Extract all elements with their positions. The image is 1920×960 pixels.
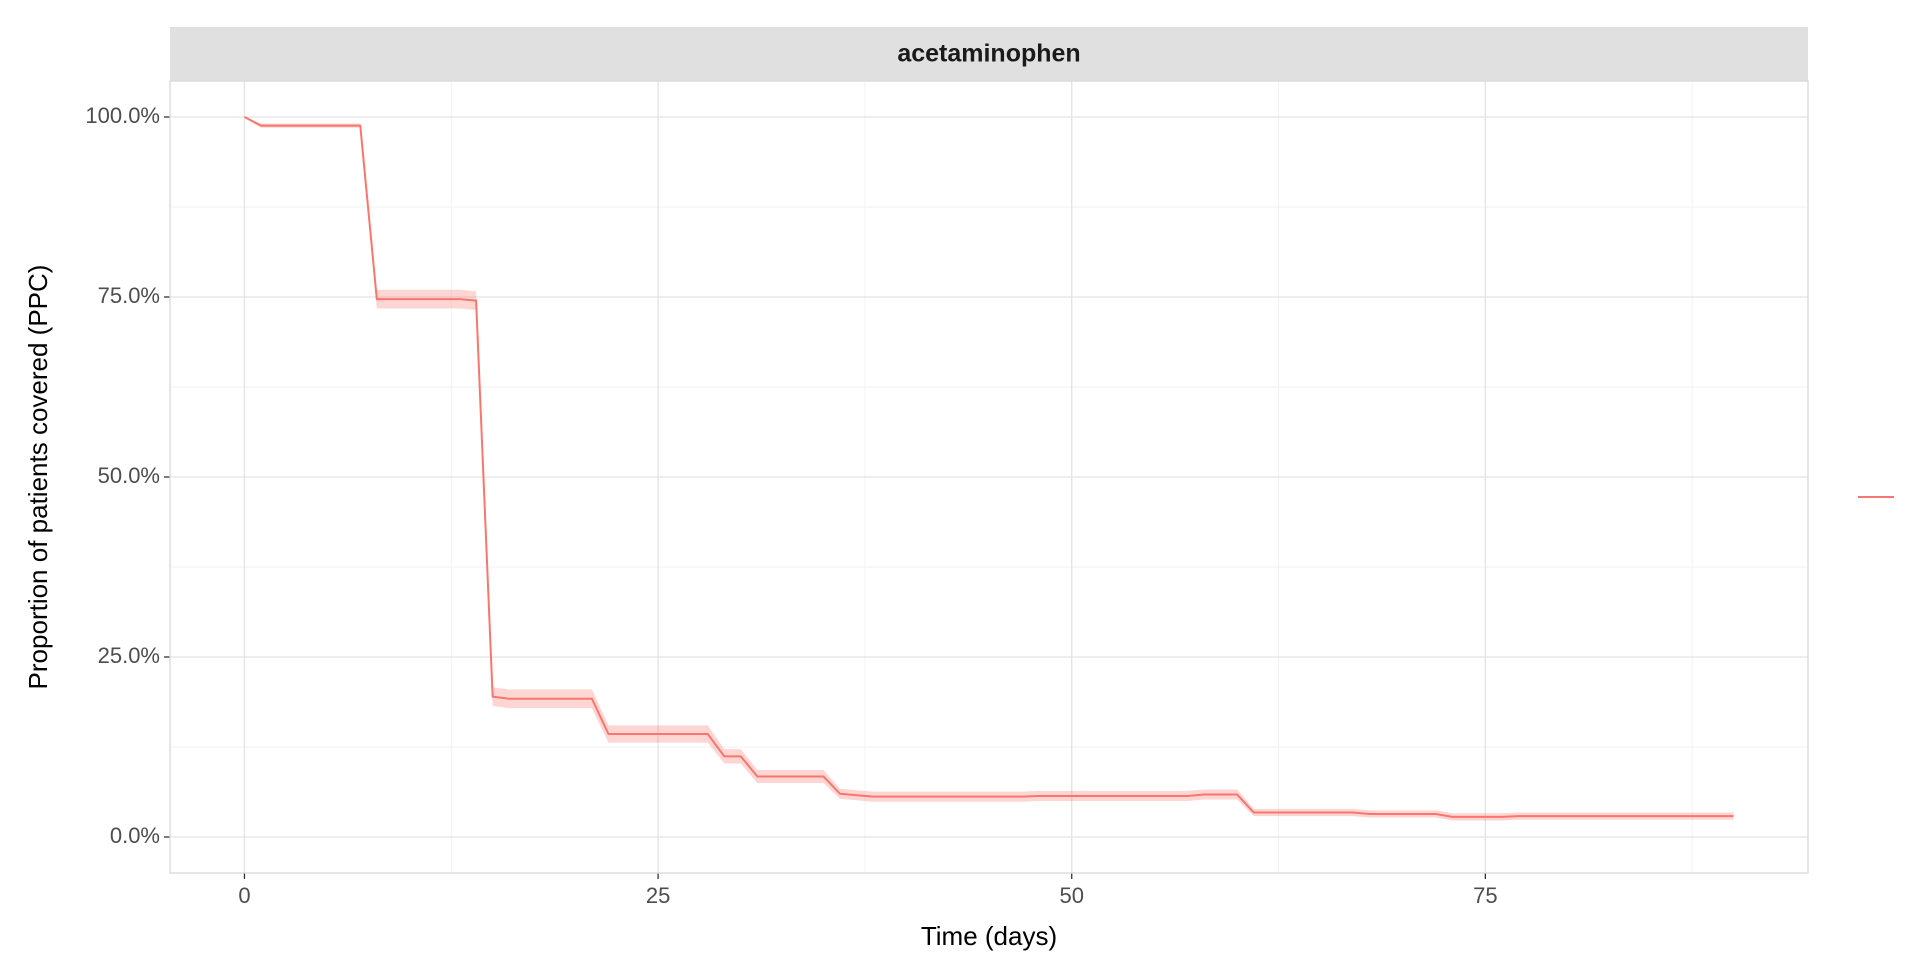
panel-title: acetaminophen (897, 40, 1080, 68)
x-tick-label: 0 (238, 883, 250, 908)
panel-border (169, 80, 1809, 874)
y-tick-label: 25.0% (98, 643, 160, 668)
x-tick-label: 50 (1059, 883, 1083, 908)
y-tick-label: 50.0% (98, 463, 160, 488)
line (243, 116, 1734, 818)
y-axis-title: Proportion of patients covered (PPC) (23, 265, 53, 690)
x-tick-label: 75 (1473, 883, 1497, 908)
strip-background (170, 27, 1808, 81)
x-axis-title: Time (days) (921, 921, 1057, 951)
x-tick-label: 25 (646, 883, 670, 908)
y-tick-label: 0.0% (110, 823, 160, 848)
y-tick-label: 75.0% (98, 283, 160, 308)
y-tick-label: 100.0% (85, 103, 160, 128)
